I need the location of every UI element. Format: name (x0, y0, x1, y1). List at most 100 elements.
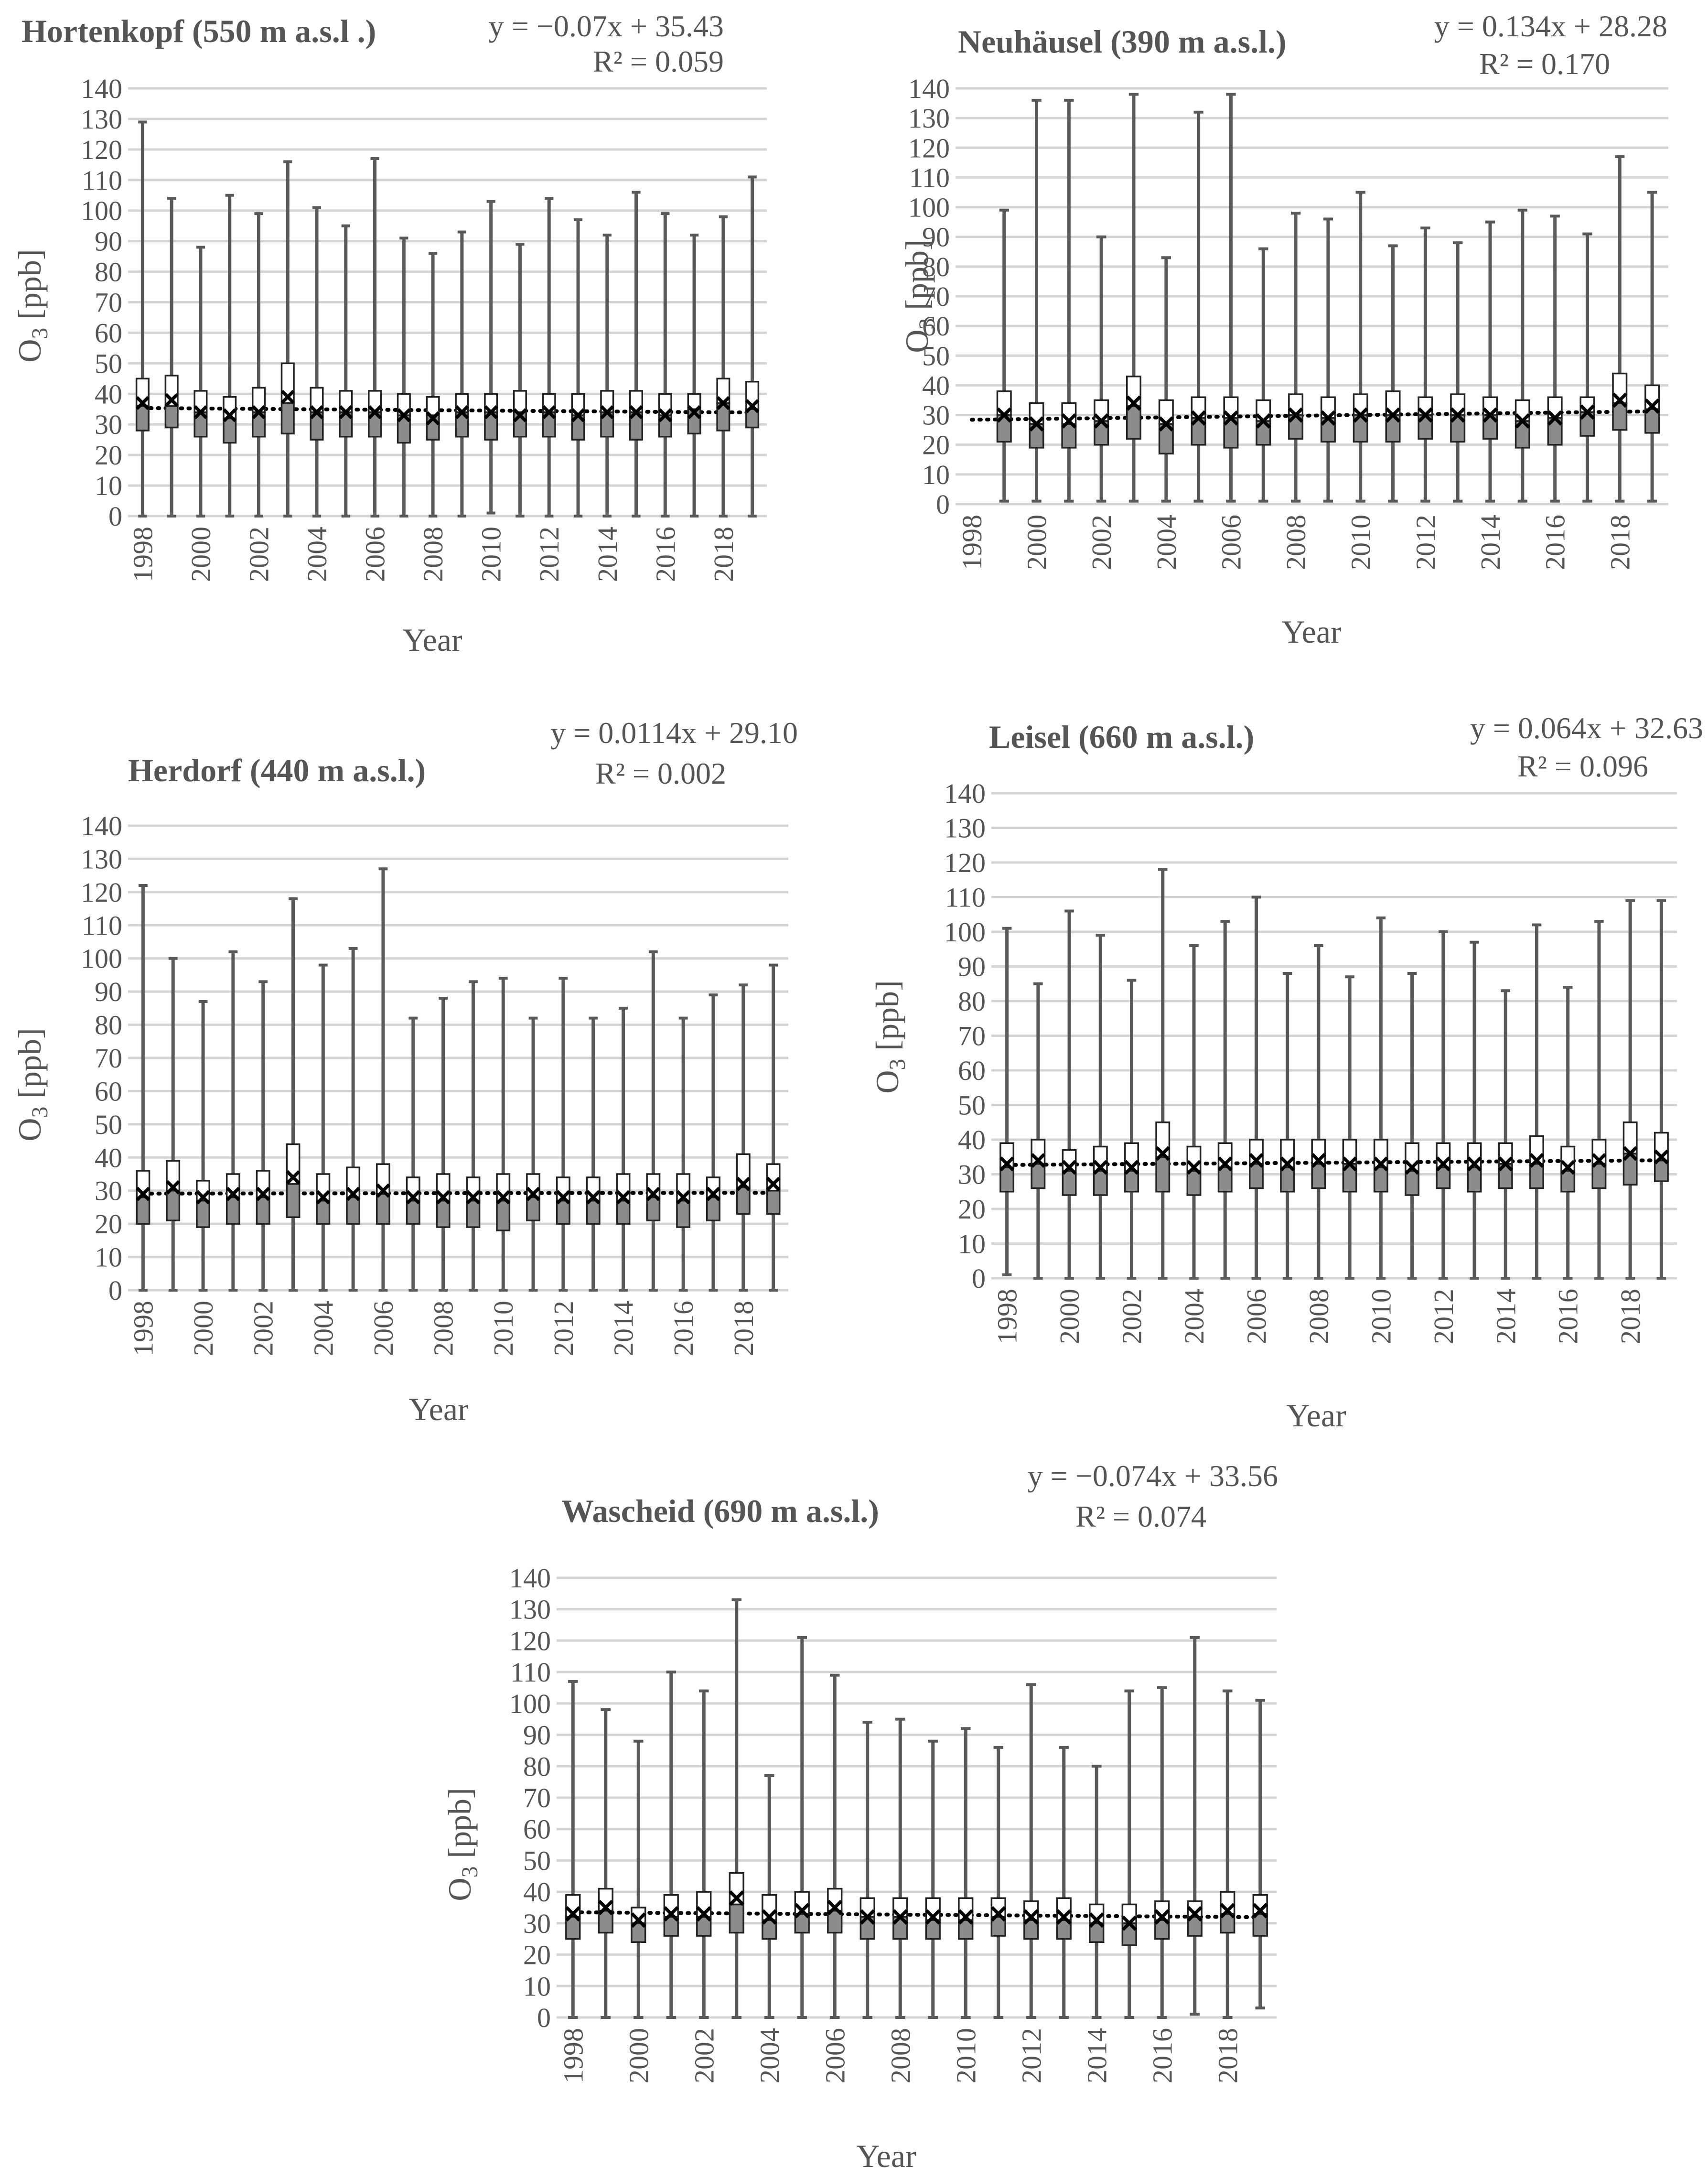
box-1999 (164, 197, 179, 518)
trend-equation: y = −0.07x + 35.43 (489, 9, 724, 43)
upper-quartile-box (1467, 1142, 1482, 1168)
mean-marker (1373, 1156, 1388, 1172)
y-tick-label: 70 (958, 1021, 986, 1052)
x-tick-label: 2014 (592, 527, 623, 582)
x-tick-label: 1998 (992, 1289, 1023, 1344)
mean-marker (571, 408, 585, 422)
lower-quartile-box (556, 1199, 570, 1225)
y-tick-label: 110 (945, 882, 986, 913)
box-2013 (1467, 940, 1482, 1280)
upper-quartile-box (1256, 399, 1271, 422)
box-1998 (135, 120, 150, 518)
x-tick-label: 2016 (668, 1301, 699, 1356)
x-tick-label: 2004 (1151, 515, 1182, 570)
x-tick-label: 2006 (1241, 1289, 1272, 1344)
upper-quartile-box (1529, 1135, 1544, 1165)
y-tick-label: 90 (958, 951, 986, 982)
box-2008 (1288, 212, 1304, 503)
box-2015 (1529, 923, 1544, 1280)
y-tick-label: 70 (922, 281, 950, 312)
y-tick-label: 50 (922, 340, 950, 371)
box-1999 (598, 1708, 613, 2019)
y-tick-label: 130 (908, 103, 950, 134)
mean-marker (1385, 407, 1401, 423)
mean-marker (426, 411, 440, 426)
lower-quartile-box (280, 402, 295, 435)
y-tick-label: 40 (95, 378, 122, 410)
box-2010 (484, 200, 498, 515)
mean-marker (1187, 1906, 1203, 1922)
box-2001 (663, 1671, 679, 2019)
x-tick-label: 2002 (1086, 515, 1117, 570)
trendline (1005, 1158, 1664, 1167)
mean-marker (1256, 413, 1271, 429)
box-2012 (542, 197, 556, 518)
mean-marker (892, 1909, 908, 1925)
y-tick-label: 0 (537, 2002, 551, 2033)
lower-quartile-box (706, 1196, 720, 1221)
box-2005 (794, 1636, 810, 2019)
lower-quartile-box (1093, 1170, 1108, 1196)
mean-marker (542, 405, 556, 420)
mean-marker (1579, 404, 1595, 420)
mean-marker (166, 1180, 181, 1195)
x-tick-label: 2014 (1475, 515, 1506, 570)
x-tick-label: 2012 (1016, 2028, 1047, 2083)
y-tick-label: 50 (95, 348, 122, 379)
mean-marker (526, 1186, 541, 1201)
mean-marker (1191, 410, 1206, 426)
upper-quartile-box (1248, 1139, 1264, 1165)
x-tick-label: 2008 (885, 2028, 916, 2083)
box-2016 (1560, 986, 1576, 1280)
upper-quartile-box (1405, 1142, 1420, 1172)
box-2006 (827, 1673, 843, 2019)
x-tick-label: 2016 (1540, 515, 1571, 570)
mean-marker (729, 1890, 744, 1906)
box-2013 (586, 1016, 601, 1292)
x-axis-title: Year (1286, 1397, 1346, 1434)
upper-quartile-box (1644, 384, 1660, 410)
mean-marker (1482, 407, 1498, 423)
x-tick-label: 2010 (1365, 1289, 1396, 1344)
upper-quartile-box (1591, 1139, 1607, 1165)
x-tick-label: 1998 (128, 1301, 159, 1356)
y-tick-label: 90 (922, 222, 950, 253)
box-2015 (629, 191, 644, 518)
lower-quartile-box (286, 1183, 301, 1218)
lower-quartile-box (1217, 1166, 1233, 1193)
upper-quartile-box (646, 1173, 661, 1198)
box-2008 (1311, 944, 1326, 1280)
box-2014 (1482, 220, 1498, 503)
y-tick-label: 30 (95, 409, 122, 440)
box-2009 (466, 980, 481, 1292)
x-tick-label: 2018 (1615, 1289, 1646, 1344)
mean-marker (397, 408, 411, 422)
mean-marker (406, 1190, 420, 1205)
mean-marker (466, 1190, 481, 1205)
x-tick-label: 2000 (1054, 1289, 1085, 1344)
upper-quartile-box (745, 380, 760, 410)
lower-quartile-box (736, 1186, 751, 1215)
lower-quartile-box (616, 1199, 631, 1225)
y-tick-label: 70 (95, 287, 122, 318)
mean-marker (316, 1190, 331, 1205)
mean-marker (164, 393, 179, 407)
y-tick-label: 100 (944, 916, 986, 948)
y-tick-label: 40 (95, 1142, 122, 1173)
x-tick-label: 2008 (418, 527, 449, 582)
y-tick-label: 60 (958, 1055, 986, 1086)
y-tick-label: 140 (509, 1563, 551, 1594)
box-2004 (316, 963, 331, 1292)
upper-quartile-box (676, 1173, 691, 1202)
box-1999 (1031, 982, 1046, 1280)
x-tick-label: 2012 (534, 527, 565, 582)
y-tick-label: 130 (509, 1594, 551, 1625)
y-tick-label: 110 (82, 910, 122, 941)
mean-marker (496, 1190, 511, 1205)
mean-marker (1515, 413, 1530, 429)
y-tick-label: 100 (81, 195, 122, 226)
upper-quartile-box (1220, 1891, 1235, 1915)
box-2005 (339, 224, 353, 518)
